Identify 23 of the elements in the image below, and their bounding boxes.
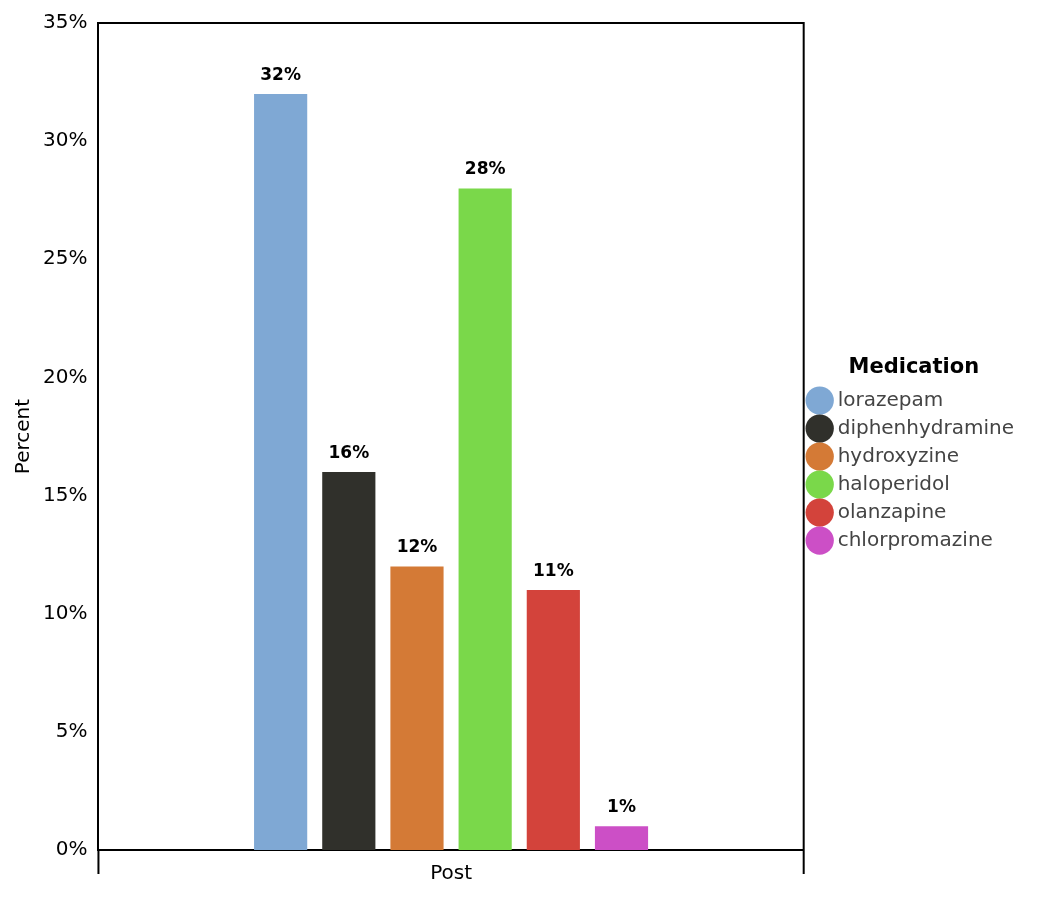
data-label: 28% [464,158,506,179]
data-label: 12% [396,536,438,557]
data-label: 1% [607,796,636,817]
data-label: 16% [328,441,370,462]
y-tick-label: 10% [43,599,88,624]
legend-title: Medication [848,354,980,379]
y-tick-label: 15% [43,481,88,506]
legend-label: haloperidol [837,470,950,495]
y-tick-label: 25% [43,245,88,270]
data-label: 32% [260,63,301,84]
y-tick-label: 35% [43,9,88,34]
x-tick-label: Post [430,860,473,885]
y-tick-label: 0% [55,836,88,861]
legend-label: chlorpromazine [837,526,993,551]
y-tick-label: 5% [55,718,88,743]
legend-label: olanzapine [837,498,947,523]
data-label: 11% [532,560,574,581]
legend-label: hydroxyzine [837,442,960,467]
y-tick-label: 20% [43,363,88,388]
y-tick-label: 30% [43,127,88,152]
y-axis-title: Percent [10,398,35,475]
legend-label: diphenhydramine [837,414,1014,439]
legend-label: lorazepam [837,386,944,411]
